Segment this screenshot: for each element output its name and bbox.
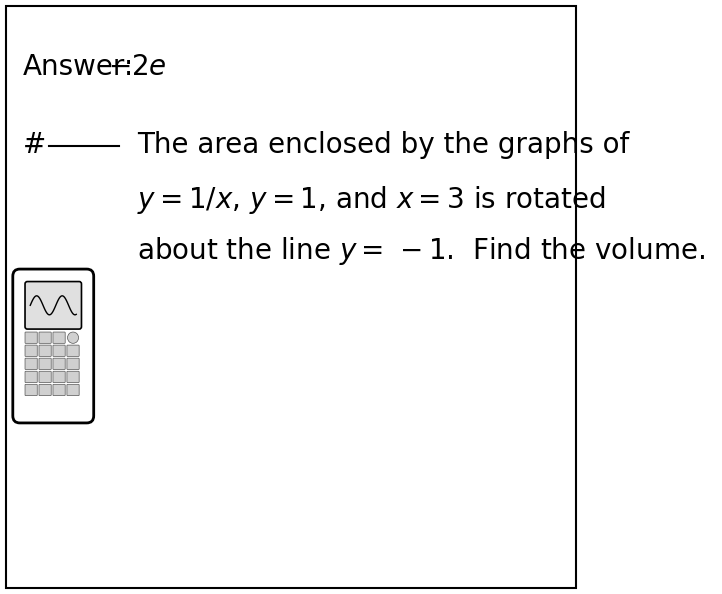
FancyBboxPatch shape — [39, 384, 51, 396]
FancyBboxPatch shape — [25, 332, 38, 343]
FancyBboxPatch shape — [67, 371, 79, 383]
FancyBboxPatch shape — [25, 371, 38, 383]
Text: $-2e$: $-2e$ — [108, 53, 166, 81]
FancyBboxPatch shape — [53, 371, 65, 383]
Text: #: # — [23, 131, 46, 159]
FancyBboxPatch shape — [67, 384, 79, 396]
Text: $y = 1/x$, $y = 1$, and $x = 3$ is rotated: $y = 1/x$, $y = 1$, and $x = 3$ is rotat… — [136, 184, 605, 216]
FancyBboxPatch shape — [39, 332, 51, 343]
Text: about the line $y = \,-1$.  Find the volume.: about the line $y = \,-1$. Find the volu… — [136, 235, 705, 267]
Text: Answer:: Answer: — [23, 53, 134, 81]
FancyBboxPatch shape — [13, 269, 94, 423]
Text: The area enclosed by the graphs of: The area enclosed by the graphs of — [136, 131, 629, 159]
Circle shape — [68, 332, 79, 343]
FancyBboxPatch shape — [67, 358, 79, 369]
FancyBboxPatch shape — [53, 384, 65, 396]
FancyBboxPatch shape — [53, 358, 65, 369]
FancyBboxPatch shape — [53, 332, 65, 343]
FancyBboxPatch shape — [39, 345, 51, 356]
FancyBboxPatch shape — [53, 345, 65, 356]
FancyBboxPatch shape — [39, 371, 51, 383]
FancyBboxPatch shape — [39, 358, 51, 369]
FancyBboxPatch shape — [6, 6, 576, 588]
FancyBboxPatch shape — [25, 358, 38, 369]
FancyBboxPatch shape — [25, 384, 38, 396]
FancyBboxPatch shape — [25, 282, 82, 329]
FancyBboxPatch shape — [25, 345, 38, 356]
FancyBboxPatch shape — [67, 345, 79, 356]
